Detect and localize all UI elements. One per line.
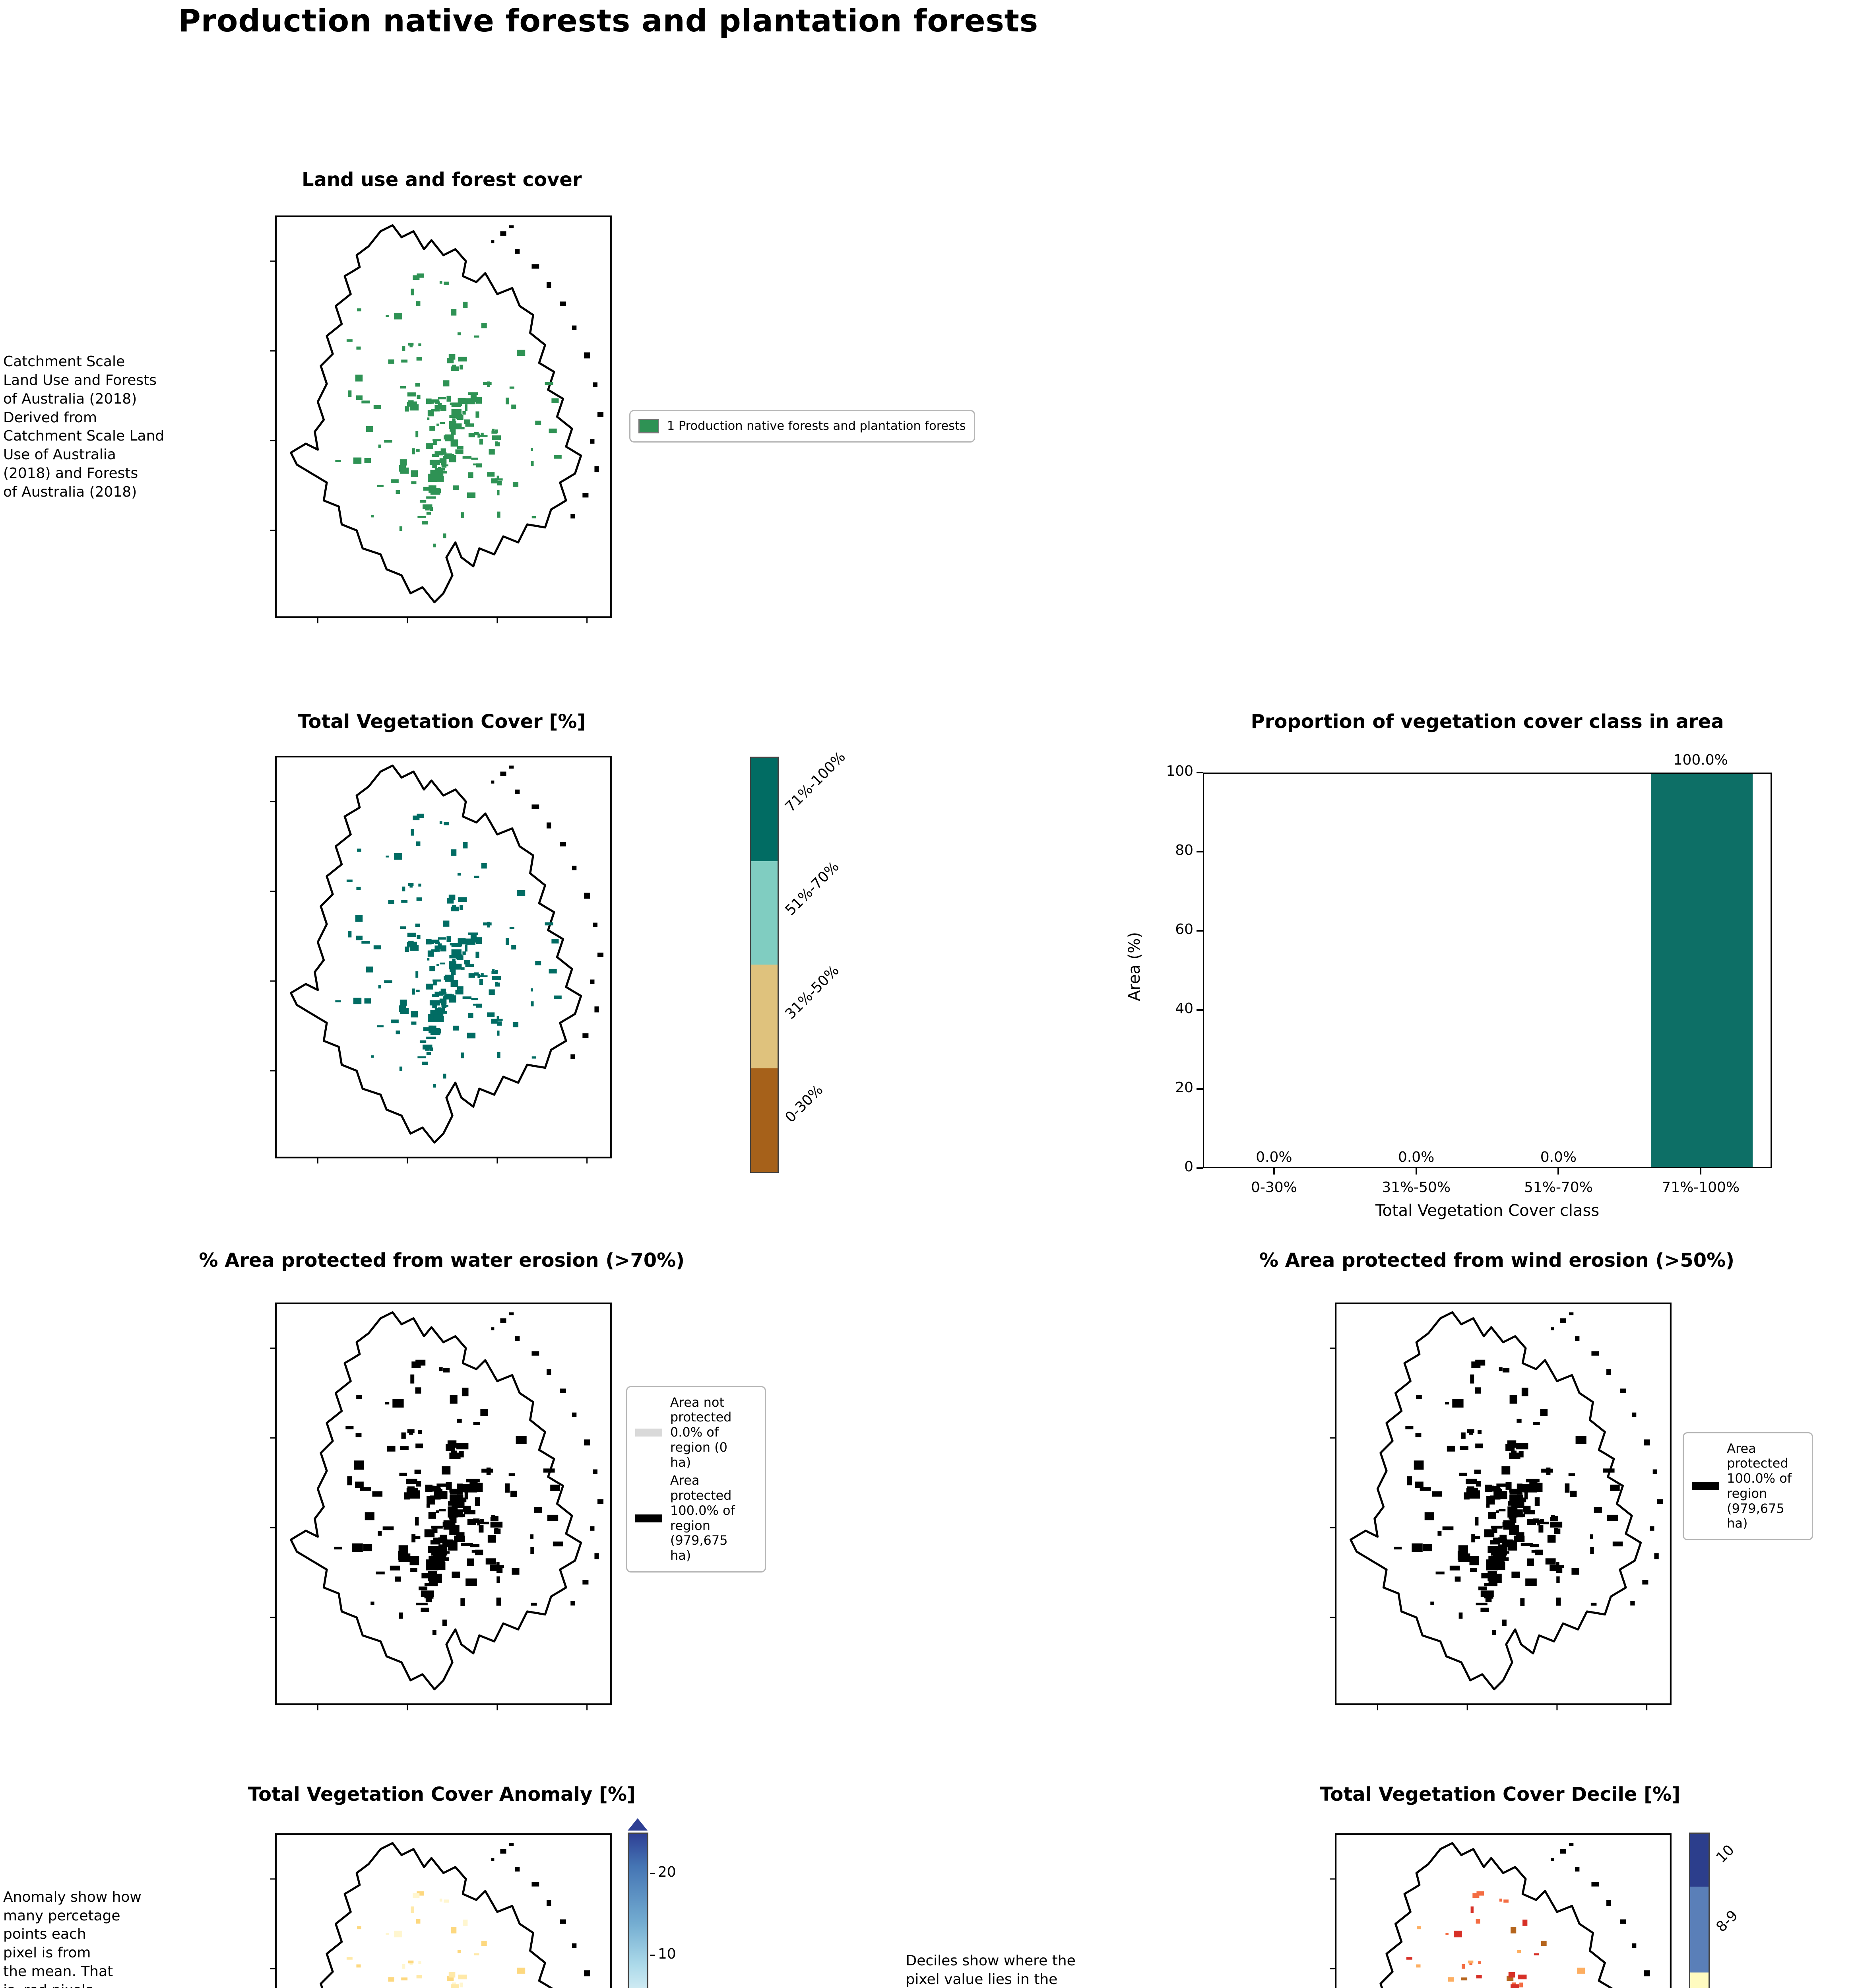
colorbar-segment bbox=[751, 965, 778, 1068]
proportion-bar-chart bbox=[1203, 772, 1772, 1169]
legend-item: Area protected 100.0% of region (979,675… bbox=[635, 1473, 757, 1563]
landuse-map bbox=[270, 215, 612, 623]
x-tick-label: 51%-70% bbox=[1524, 1179, 1593, 1196]
proportion-chart-title: Proportion of vegetation cover class in … bbox=[1251, 710, 1724, 733]
colorbar-segment bbox=[751, 1068, 778, 1172]
legend-swatch bbox=[1692, 1482, 1719, 1490]
x-tick bbox=[1273, 1168, 1275, 1175]
legend-item: 1 Production native forests and plantati… bbox=[638, 419, 966, 434]
colorbar-label: 71%-100% bbox=[782, 748, 849, 815]
colorbar-segment bbox=[751, 757, 778, 862]
wind-erosion-panel-title: % Area protected from wind erosion (>50%… bbox=[1259, 1249, 1735, 1272]
wind-erosion-map bbox=[1329, 1302, 1672, 1710]
tvc-map bbox=[270, 755, 612, 1164]
legend-label: Area not protected 0.0% of region (0 ha) bbox=[670, 1394, 732, 1470]
colorbar-label: 0-30% bbox=[782, 1081, 826, 1126]
x-tick-label: 31%-50% bbox=[1382, 1179, 1451, 1196]
y-tick-label: 60 bbox=[1175, 921, 1194, 938]
bar-value-label: 0.0% bbox=[1398, 1149, 1435, 1166]
water-erosion-legend: Area not protected 0.0% of region (0 ha)… bbox=[626, 1386, 766, 1573]
y-tick bbox=[1197, 1009, 1203, 1011]
y-tick-label: 20 bbox=[1175, 1079, 1194, 1096]
legend-swatch bbox=[638, 419, 659, 434]
colorbar-label: 51%-70% bbox=[782, 858, 842, 919]
decile-map bbox=[1329, 1833, 1672, 1988]
colorbar-segment bbox=[1690, 1972, 1709, 1988]
anomaly-colorbar-tick-label: 10 bbox=[657, 1946, 676, 1963]
x-tick-label: 71%-100% bbox=[1662, 1179, 1740, 1196]
legend-label: Area protected 100.0% of region (979,675… bbox=[1727, 1441, 1792, 1531]
colorbar-label: 31%-50% bbox=[782, 962, 842, 1023]
legend-label: Area protected 100.0% of region (979,675… bbox=[670, 1473, 735, 1563]
x-tick bbox=[1557, 1168, 1559, 1175]
y-tick bbox=[1197, 1167, 1203, 1169]
x-tick bbox=[1415, 1168, 1417, 1175]
page-title: Production native forests and plantation… bbox=[178, 3, 1038, 39]
anomaly-colorbar-extend-top bbox=[627, 1818, 648, 1831]
tvc-panel-title: Total Vegetation Cover [%] bbox=[298, 710, 586, 733]
anomaly-note: Anomaly show how many percetage points e… bbox=[3, 1889, 142, 1988]
bar-value-label: 0.0% bbox=[1256, 1149, 1292, 1166]
y-tick-label: 0 bbox=[1184, 1159, 1194, 1175]
anomaly-colorbar bbox=[627, 1833, 648, 1988]
landuse-legend: 1 Production native forests and plantati… bbox=[629, 410, 975, 443]
y-tick bbox=[1197, 771, 1203, 773]
y-tick-label: 80 bbox=[1175, 842, 1194, 858]
decile-note: Deciles show where the pixel value lies … bbox=[906, 1952, 1076, 1988]
colorbar-segment bbox=[1690, 1887, 1709, 1972]
colorbar-segment bbox=[751, 861, 778, 965]
x-axis-label: Total Vegetation Cover class bbox=[1375, 1202, 1600, 1220]
x-tick bbox=[1700, 1168, 1702, 1175]
anomaly-colorbar-tick bbox=[650, 1873, 655, 1875]
water-erosion-map bbox=[270, 1302, 612, 1710]
legend-label: 1 Production native forests and plantati… bbox=[667, 419, 966, 433]
legend-swatch bbox=[635, 1429, 662, 1437]
anomaly-panel-title: Total Vegetation Cover Anomaly [%] bbox=[248, 1783, 636, 1806]
anomaly-colorbar-tick-label: 20 bbox=[657, 1864, 676, 1881]
bar-71%-100% bbox=[1651, 773, 1753, 1167]
tvc-colorbar: 71%-100% 51%-70% 31%-50% 0-30% bbox=[750, 749, 849, 1173]
x-tick-label: 0-30% bbox=[1251, 1179, 1297, 1196]
decile-panel-title: Total Vegetation Cover Decile [%] bbox=[1320, 1783, 1681, 1806]
legend-item: Area protected 100.0% of region (979,675… bbox=[1692, 1441, 1804, 1531]
landuse-source-note: Catchment Scale Land Use and Forests of … bbox=[3, 353, 165, 500]
colorbar-segment bbox=[1690, 1834, 1709, 1887]
y-axis-label: Area (%) bbox=[1125, 932, 1144, 1002]
wind-erosion-legend: Area protected 100.0% of region (979,675… bbox=[1683, 1432, 1813, 1540]
legend-swatch bbox=[635, 1514, 662, 1522]
colorbar-label: 8-9 bbox=[1713, 1907, 1742, 1936]
decile-colorbar: 108-94-72-31 bbox=[1689, 1833, 1741, 1988]
water-erosion-panel-title: % Area protected from water erosion (>70… bbox=[199, 1249, 685, 1272]
anomaly-colorbar-tick bbox=[650, 1955, 655, 1957]
y-tick bbox=[1197, 930, 1203, 932]
anomaly-map bbox=[270, 1833, 612, 1988]
y-tick bbox=[1197, 850, 1203, 852]
y-tick bbox=[1197, 1088, 1203, 1090]
y-tick-label: 40 bbox=[1175, 1000, 1194, 1017]
landuse-panel-title: Land use and forest cover bbox=[302, 168, 582, 191]
y-tick-label: 100 bbox=[1166, 763, 1194, 779]
bar-value-label: 100.0% bbox=[1673, 751, 1728, 768]
colorbar-label: 10 bbox=[1713, 1841, 1738, 1866]
legend-item: Area not protected 0.0% of region (0 ha) bbox=[635, 1395, 757, 1470]
bar-value-label: 0.0% bbox=[1540, 1149, 1577, 1166]
